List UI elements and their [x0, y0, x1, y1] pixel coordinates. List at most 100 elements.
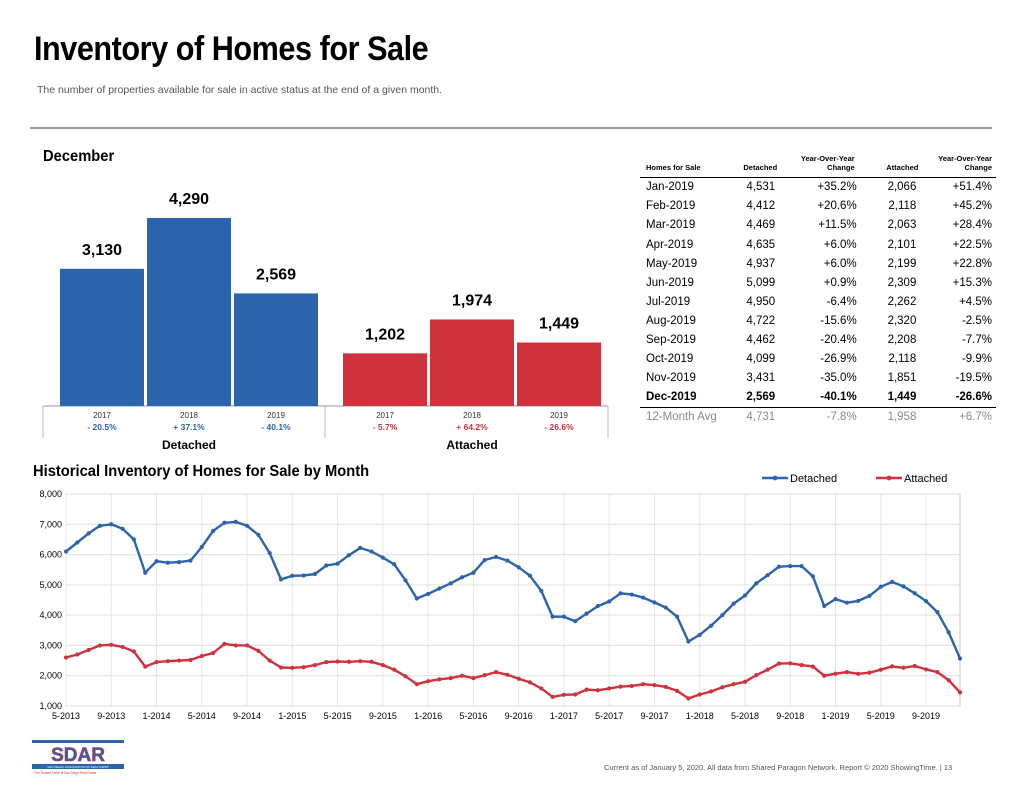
x-tick-label: 5-2014	[188, 711, 216, 721]
table-cell: +0.9%	[823, 276, 857, 289]
data-point-attached	[765, 667, 770, 672]
x-tick-label: 5-2015	[324, 711, 352, 721]
data-point-detached	[697, 632, 702, 637]
data-point-attached	[595, 688, 600, 693]
data-point-detached	[471, 570, 476, 575]
table-cell: May-2019	[646, 257, 698, 270]
data-point-attached	[244, 643, 250, 648]
data-point-detached	[211, 528, 216, 534]
data-point-attached	[901, 665, 906, 670]
data-point-attached	[957, 690, 963, 695]
data-point-attached	[233, 643, 238, 648]
data-point-detached	[731, 601, 736, 606]
data-point-attached	[267, 658, 272, 663]
bar-attached-2018	[430, 319, 514, 406]
bar-detached-2018	[147, 217, 231, 406]
table-cell: +6.7%	[959, 411, 992, 424]
bar-value-label: 3,130	[82, 242, 122, 259]
data-point-detached	[652, 600, 657, 605]
line-chart-title: Historical Inventory of Homes for Sale b…	[33, 463, 370, 480]
data-point-detached	[867, 593, 872, 599]
data-point-attached	[63, 655, 69, 660]
bar-detached-2019	[234, 293, 318, 406]
x-tick-label: 1-2018	[686, 711, 714, 721]
data-point-detached	[901, 584, 906, 589]
table-cell: Oct-2019	[646, 353, 694, 366]
data-point-attached	[663, 684, 668, 690]
table-cell: 2,320	[887, 314, 917, 327]
data-point-attached	[188, 657, 193, 663]
data-point-detached	[686, 639, 691, 644]
data-point-detached	[584, 611, 589, 616]
data-point-attached	[731, 682, 736, 687]
data-point-detached	[946, 630, 951, 635]
data-point-detached	[890, 579, 895, 584]
table-cell: +6.0%	[823, 257, 857, 270]
data-point-detached	[708, 623, 714, 628]
x-tick-label: 9-2017	[640, 711, 668, 721]
data-point-detached	[493, 554, 499, 560]
data-point-detached	[935, 610, 940, 615]
table-row: Oct-2019 4,099 -26.9% 2,118 -9.9%	[640, 350, 996, 369]
data-point-attached	[946, 678, 951, 683]
data-point-attached	[324, 659, 329, 665]
data-point-detached	[188, 558, 193, 563]
table-cell: +35.2%	[817, 181, 857, 194]
bar-value-label: 4,290	[169, 191, 209, 208]
data-point-attached	[403, 674, 408, 679]
sdar-logo: SDAR SAN DIEGO ASSOCIATION OF REALTORS® …	[32, 740, 124, 775]
data-point-detached	[550, 614, 555, 619]
data-point-detached	[143, 570, 148, 575]
table-cell: 2,262	[887, 295, 917, 308]
bar-value-label: 2,569	[256, 266, 296, 283]
table-cell: -40.1%	[779, 387, 861, 408]
table-cell: 4,099	[746, 353, 776, 366]
table-cell: 2,118	[888, 200, 917, 213]
bar-chart-title: December	[43, 148, 115, 165]
x-tick-label: 1-2015	[278, 711, 306, 721]
data-point-attached	[776, 661, 782, 666]
data-point-attached	[878, 667, 883, 672]
data-point-detached	[595, 603, 600, 609]
x-tick-label: 1-2017	[550, 711, 578, 721]
x-tick-label: 1-2014	[143, 711, 171, 721]
table-cell: Sep-2019	[646, 334, 696, 347]
data-point-detached	[165, 560, 170, 565]
bar-year-label: 2017	[376, 411, 394, 420]
bar-change-label: - 5.7%	[373, 422, 398, 432]
data-point-attached	[607, 686, 612, 691]
table-cell: +11.5%	[818, 219, 857, 232]
y-tick-label: 8,000	[39, 489, 62, 499]
table-cell: 2,569	[727, 387, 780, 408]
data-point-detached	[335, 561, 340, 566]
data-point-detached	[86, 531, 91, 536]
data-point-detached	[674, 614, 680, 619]
legend-label-attached: Attached	[904, 473, 947, 485]
data-point-attached	[641, 682, 646, 687]
data-point-attached	[584, 687, 589, 692]
data-point-detached	[539, 588, 544, 594]
series-line-detached	[65, 520, 962, 659]
data-point-detached	[754, 581, 759, 586]
group-label-detached: Detached	[162, 438, 216, 452]
data-point-detached	[810, 574, 815, 579]
bar-value-label: 1,449	[539, 315, 579, 332]
data-point-detached	[618, 591, 623, 596]
bar-attached-2017	[343, 353, 427, 406]
table-cell: Dec-2019	[640, 387, 728, 408]
data-point-detached	[448, 581, 453, 586]
data-point-detached	[233, 519, 238, 524]
table-cell: Jun-2019	[646, 276, 694, 289]
data-point-attached	[912, 663, 917, 669]
col-header-detached: Detached	[727, 154, 780, 178]
bar-year-label: 2019	[550, 411, 568, 420]
data-point-detached	[765, 573, 770, 578]
data-point-detached	[222, 520, 227, 525]
bar-value-label: 1,974	[452, 292, 492, 309]
data-point-attached	[810, 664, 815, 669]
legend-label-detached: Detached	[790, 473, 837, 485]
data-point-attached	[652, 683, 657, 688]
table-cell: 4,531	[746, 181, 776, 194]
